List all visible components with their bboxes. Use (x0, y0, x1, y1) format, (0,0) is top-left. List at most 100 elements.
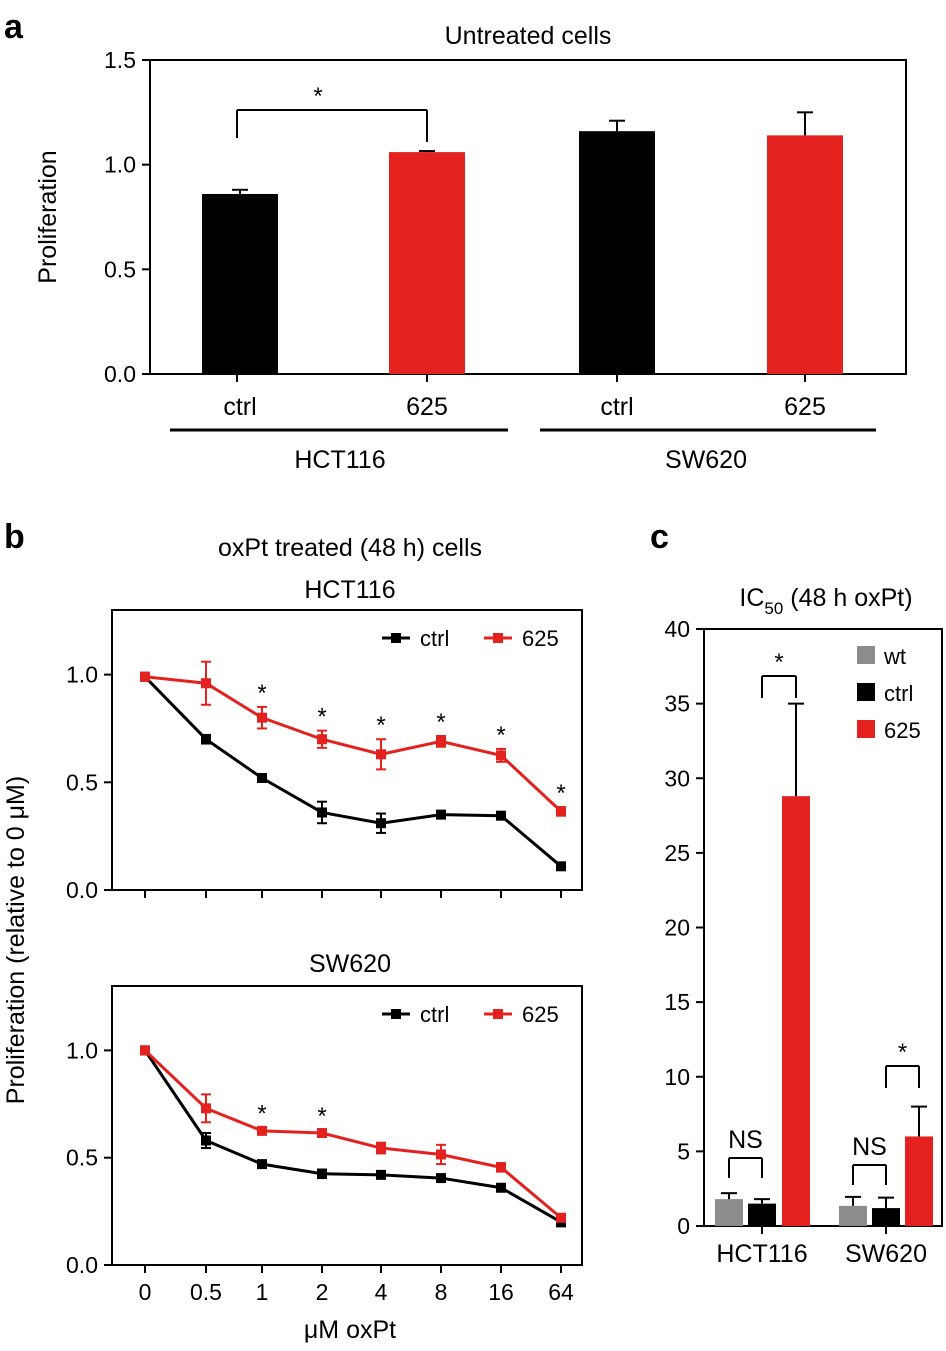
data-point-ctrl (257, 1159, 267, 1170)
y-tick-label: 1.0 (66, 662, 98, 688)
data-point-ctrl (436, 809, 446, 820)
y-tick-label: 30 (664, 765, 690, 791)
data-point-625 (556, 1212, 566, 1223)
legend-marker-ctrl (391, 633, 401, 643)
data-point-ctrl (201, 1135, 211, 1146)
series-line-ctrl (143, 1049, 562, 1224)
y-tick-label: 35 (664, 691, 690, 717)
legend-marker-625 (493, 633, 503, 643)
y-tick-label: 0.0 (66, 877, 98, 903)
y-tick-label: 20 (664, 915, 690, 941)
significance-star: * (313, 83, 322, 110)
chart-title: Untreated cells (445, 22, 612, 50)
y-tick-label: 0.5 (66, 1145, 98, 1171)
y-tick-label: 0.5 (66, 769, 98, 795)
significance-star: * (436, 709, 445, 736)
panel-letter-b: b (4, 518, 25, 556)
series-line-625 (144, 675, 563, 813)
y-axis-label: Proliferation (relative to 0 μM) (2, 776, 30, 1104)
y-axis-label: Proliferation (34, 150, 62, 283)
chart-title: oxPt treated (48 h) cells (218, 534, 482, 562)
data-point-ctrl (317, 1168, 327, 1179)
legend-label: ctrl (420, 1002, 449, 1027)
x-tick-label: 2 (316, 1279, 329, 1305)
data-point-ctrl (257, 773, 267, 783)
x-tick-label: 0 (139, 1279, 152, 1305)
series-line-ctrl (143, 675, 562, 868)
significance-star: * (257, 680, 266, 707)
series-line-625 (143, 1049, 562, 1219)
legend-marker-ctrl (391, 1009, 401, 1019)
bar-ctrl-0 (202, 193, 278, 374)
legend-marker-625 (493, 1009, 503, 1019)
x-tick-label: 4 (375, 1279, 388, 1305)
panel-letter-a: a (4, 8, 24, 46)
data-point-625 (257, 1125, 267, 1136)
panel-letter-c: c (650, 518, 669, 556)
bar-625-3 (767, 135, 843, 374)
data-point-625 (201, 1103, 211, 1114)
y-tick-label: 0.0 (66, 1252, 98, 1278)
subplot-title: HCT116 (304, 576, 395, 604)
legend-swatch-wt (857, 646, 875, 664)
data-point-ctrl (376, 1169, 386, 1180)
y-tick-label: 1.0 (104, 152, 136, 178)
data-point-ctrl (317, 807, 327, 818)
data-point-625 (317, 734, 327, 745)
y-tick-label: 1.0 (66, 1037, 98, 1063)
data-point-625 (376, 1143, 386, 1154)
significance-star: * (317, 704, 326, 731)
significance-star: * (496, 722, 505, 749)
y-tick-label: 15 (664, 989, 690, 1015)
chart-title-rest: (48 h oxPt) (783, 584, 912, 612)
significance-star: * (257, 1101, 266, 1128)
significance-star: * (317, 1103, 326, 1130)
data-point-ctrl (436, 1173, 446, 1184)
legend-label: ctrl (420, 626, 449, 651)
x-tick-label: 0.5 (190, 1279, 222, 1305)
y-tick-label: 5 (677, 1138, 690, 1164)
x-category-label: ctrl (600, 393, 633, 421)
data-point-625 (376, 749, 386, 760)
panel-b-chart: oxPt treated (48 h) cells Proliferation (… (2, 534, 583, 1344)
legend-label: 625 (522, 1002, 559, 1027)
x-tick-label: 64 (548, 1279, 574, 1305)
bar-HCT116-ctrl (748, 1203, 776, 1226)
bar-HCT116-wt (715, 1199, 743, 1226)
subplot-frame-1 (111, 985, 583, 1266)
data-point-625 (436, 1149, 446, 1160)
x-category-label: 625 (406, 393, 448, 421)
chart-title: IC50 (48 h oxPt) (739, 584, 912, 618)
legend-swatch-ctrl (857, 683, 875, 701)
bar-HCT116-625 (782, 796, 810, 1226)
bar-ctrl-2 (579, 131, 655, 374)
legend-label: 625 (884, 718, 921, 743)
significance-label: * (898, 1039, 907, 1066)
subplot-title: SW620 (309, 950, 391, 978)
subplot-frame-0 (111, 609, 583, 891)
legend-label: 625 (522, 626, 559, 651)
y-tick-label: 10 (664, 1064, 690, 1090)
significance-star: * (376, 712, 385, 739)
legend-swatch-625 (857, 720, 875, 738)
panel-a-chart: Untreated cells Proliferation 0.0 0.5 1.0 1.5… (34, 22, 907, 474)
data-point-625 (140, 671, 150, 682)
data-point-ctrl (376, 818, 386, 829)
data-point-ctrl (496, 1182, 506, 1193)
y-tick-label: 0.0 (104, 361, 136, 387)
data-point-ctrl (496, 810, 506, 821)
data-point-ctrl (556, 861, 566, 872)
y-tick-label: 40 (664, 616, 690, 642)
significance-label: * (774, 649, 783, 676)
data-point-625 (436, 736, 446, 747)
bar-625-1 (389, 152, 465, 374)
x-tick-label: 1 (256, 1279, 269, 1305)
x-group-label: SW620 (845, 1240, 927, 1268)
x-axis-label: μM oxPt (304, 1316, 396, 1344)
data-point-625 (201, 678, 211, 689)
significance-label: NS (852, 1133, 887, 1161)
data-point-625 (556, 806, 566, 817)
significance-star: * (556, 780, 565, 807)
x-category-label: 625 (784, 393, 826, 421)
